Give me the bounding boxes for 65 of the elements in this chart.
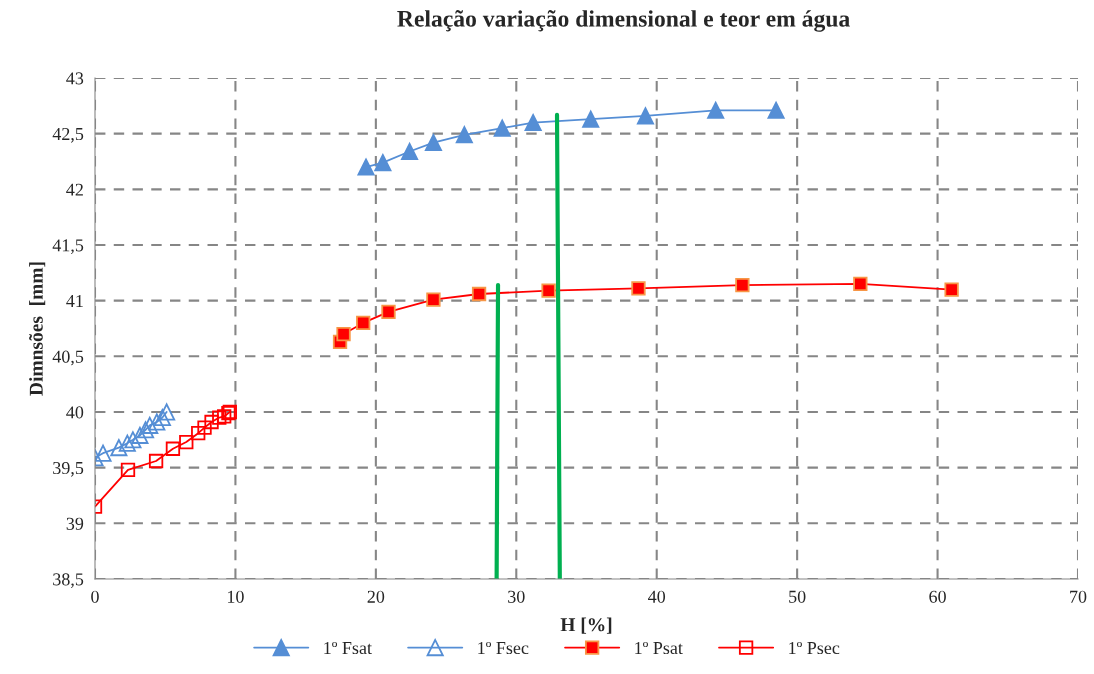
point bbox=[137, 421, 155, 439]
point bbox=[381, 304, 396, 319]
point bbox=[735, 277, 750, 293]
point bbox=[212, 410, 227, 425]
y-tick-label: 42,5 bbox=[52, 127, 84, 143]
legend-label: 1º Fsat bbox=[324, 641, 372, 655]
point bbox=[120, 462, 136, 478]
x-tick-label: 50 bbox=[789, 590, 806, 603]
point bbox=[944, 282, 959, 297]
point bbox=[424, 134, 442, 152]
point bbox=[582, 110, 600, 128]
point bbox=[153, 409, 171, 427]
point bbox=[493, 119, 511, 137]
point bbox=[401, 142, 419, 161]
point bbox=[197, 420, 212, 435]
y-tick-label: 40,5 bbox=[52, 350, 84, 366]
point bbox=[95, 444, 112, 462]
y-tick-label: 41 bbox=[66, 295, 83, 307]
legend-label: 1º Psec bbox=[789, 641, 840, 655]
point bbox=[471, 286, 487, 302]
point bbox=[767, 101, 785, 119]
y-tick-label: 42 bbox=[66, 183, 83, 196]
point bbox=[148, 413, 166, 431]
x-tick-label: 70 bbox=[1070, 590, 1087, 603]
point bbox=[853, 276, 868, 292]
point bbox=[217, 409, 232, 424]
point bbox=[131, 426, 149, 444]
point bbox=[118, 434, 136, 452]
point bbox=[524, 113, 542, 132]
y-tick-label: 39,5 bbox=[53, 461, 84, 477]
point bbox=[141, 416, 159, 434]
x-tick-label: 30 bbox=[508, 590, 525, 603]
x-tick-label: 40 bbox=[648, 590, 666, 603]
point bbox=[204, 414, 219, 430]
point bbox=[110, 439, 128, 457]
legend-label: 1º Psat bbox=[635, 641, 683, 655]
chart-title: Relação variação dimensional e teor em água bbox=[397, 10, 850, 32]
y-tick-label: 39 bbox=[66, 517, 84, 530]
point bbox=[426, 292, 441, 307]
point bbox=[631, 281, 646, 296]
x-tick-label: 60 bbox=[929, 590, 946, 603]
point bbox=[707, 101, 725, 119]
point bbox=[357, 158, 375, 176]
y-tick-label: 40 bbox=[66, 406, 84, 419]
x-tick-label: 10 bbox=[227, 590, 244, 603]
point bbox=[148, 453, 164, 469]
point bbox=[165, 441, 181, 456]
y-tick-label: 43 bbox=[66, 72, 84, 85]
point bbox=[455, 126, 473, 144]
y-axis-title: Dimnsões [mm] bbox=[29, 262, 46, 396]
point bbox=[336, 326, 351, 342]
point bbox=[158, 403, 176, 421]
point bbox=[191, 425, 206, 441]
x-tick-label: 20 bbox=[367, 590, 385, 603]
x-tick-label: 0 bbox=[91, 590, 99, 603]
point bbox=[179, 434, 194, 450]
y-tick-label: 41,5 bbox=[52, 239, 84, 255]
point bbox=[541, 283, 556, 298]
point bbox=[374, 154, 392, 172]
y-tick-label: 38,5 bbox=[53, 573, 84, 589]
x-axis-title: H [%] bbox=[560, 617, 612, 634]
point bbox=[636, 107, 655, 125]
point bbox=[124, 431, 142, 449]
legend-label: 1º Fsec bbox=[478, 641, 529, 655]
point bbox=[356, 315, 371, 331]
